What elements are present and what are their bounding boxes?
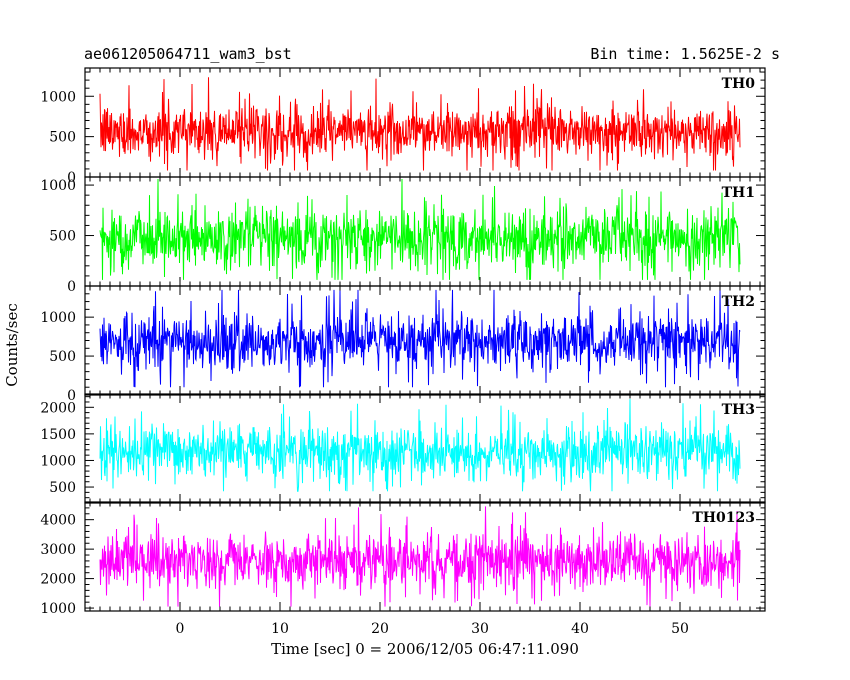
y-tick-label: 2000 [40, 572, 76, 588]
x-axis-label: Time [sec] 0 = 2006/12/05 06:47:11.090 [271, 640, 579, 658]
y-tick-label: 500 [49, 349, 76, 365]
x-tick-label: 40 [571, 621, 589, 637]
y-tick-label: 1000 [40, 601, 76, 617]
panel-frame [84, 393, 766, 504]
y-tick-label: 3000 [40, 542, 76, 558]
panel-th3: 500 1000 1500 2000 TH3 [40, 393, 766, 504]
panel-label-th0123: TH0123 [692, 510, 755, 526]
y-tick-label: 2000 [40, 400, 76, 416]
series-th1 [99, 178, 741, 280]
y-tick-label: 1000 [40, 310, 76, 326]
y-tick-label: 0 [67, 170, 76, 186]
panel-th1: 0 500 1000 TH1 [40, 176, 766, 295]
x-tick-label: 20 [371, 621, 389, 637]
panel-label-th1: TH1 [722, 185, 755, 201]
x-tick-label: 10 [271, 621, 289, 637]
x-tick-label: 30 [471, 621, 489, 637]
series-th0123 [99, 506, 741, 607]
panels-group: 0 500 1000 TH0 0 500 1000 TH1 0 500 1000 TH2 500 1000… [40, 67, 766, 617]
panel-th2: 0 500 1000 TH2 [40, 285, 766, 404]
x-axis-tick-labels: 0 10 20 30 40 50 [176, 621, 689, 637]
panel-frame [84, 501, 766, 612]
x-tick-label: 0 [176, 621, 185, 637]
series-th2 [99, 289, 741, 388]
series-th0 [99, 77, 741, 171]
y-tick-label: 500 [49, 480, 76, 496]
y-tick-label: 0 [67, 388, 76, 404]
series-th3 [99, 399, 741, 492]
y-tick-label: 1000 [40, 453, 76, 469]
bin-time-label: Bin time: 1.5625E-2 s [590, 45, 780, 63]
y-tick-label: 500 [49, 229, 76, 245]
y-tick-label: 4000 [40, 513, 76, 529]
y-tick-label: 1000 [40, 178, 76, 194]
y-tick-label: 1000 [40, 89, 76, 105]
panel-th0: 0 500 1000 TH0 [40, 67, 766, 186]
y-axis-label: Counts/sec [3, 303, 21, 387]
y-tick-label: 500 [49, 130, 76, 146]
panel-th0123: 1000 2000 3000 4000 TH0123 [40, 501, 766, 617]
x-tick-label: 50 [671, 621, 689, 637]
panel-label-th2: TH2 [722, 294, 755, 310]
panel-label-th3: TH3 [722, 402, 755, 418]
y-tick-label: 1500 [40, 427, 76, 443]
chart-title: ae061205064711_wam3_bst [84, 45, 292, 63]
y-tick-label: 0 [67, 279, 76, 295]
panel-label-th0: TH0 [722, 76, 756, 92]
